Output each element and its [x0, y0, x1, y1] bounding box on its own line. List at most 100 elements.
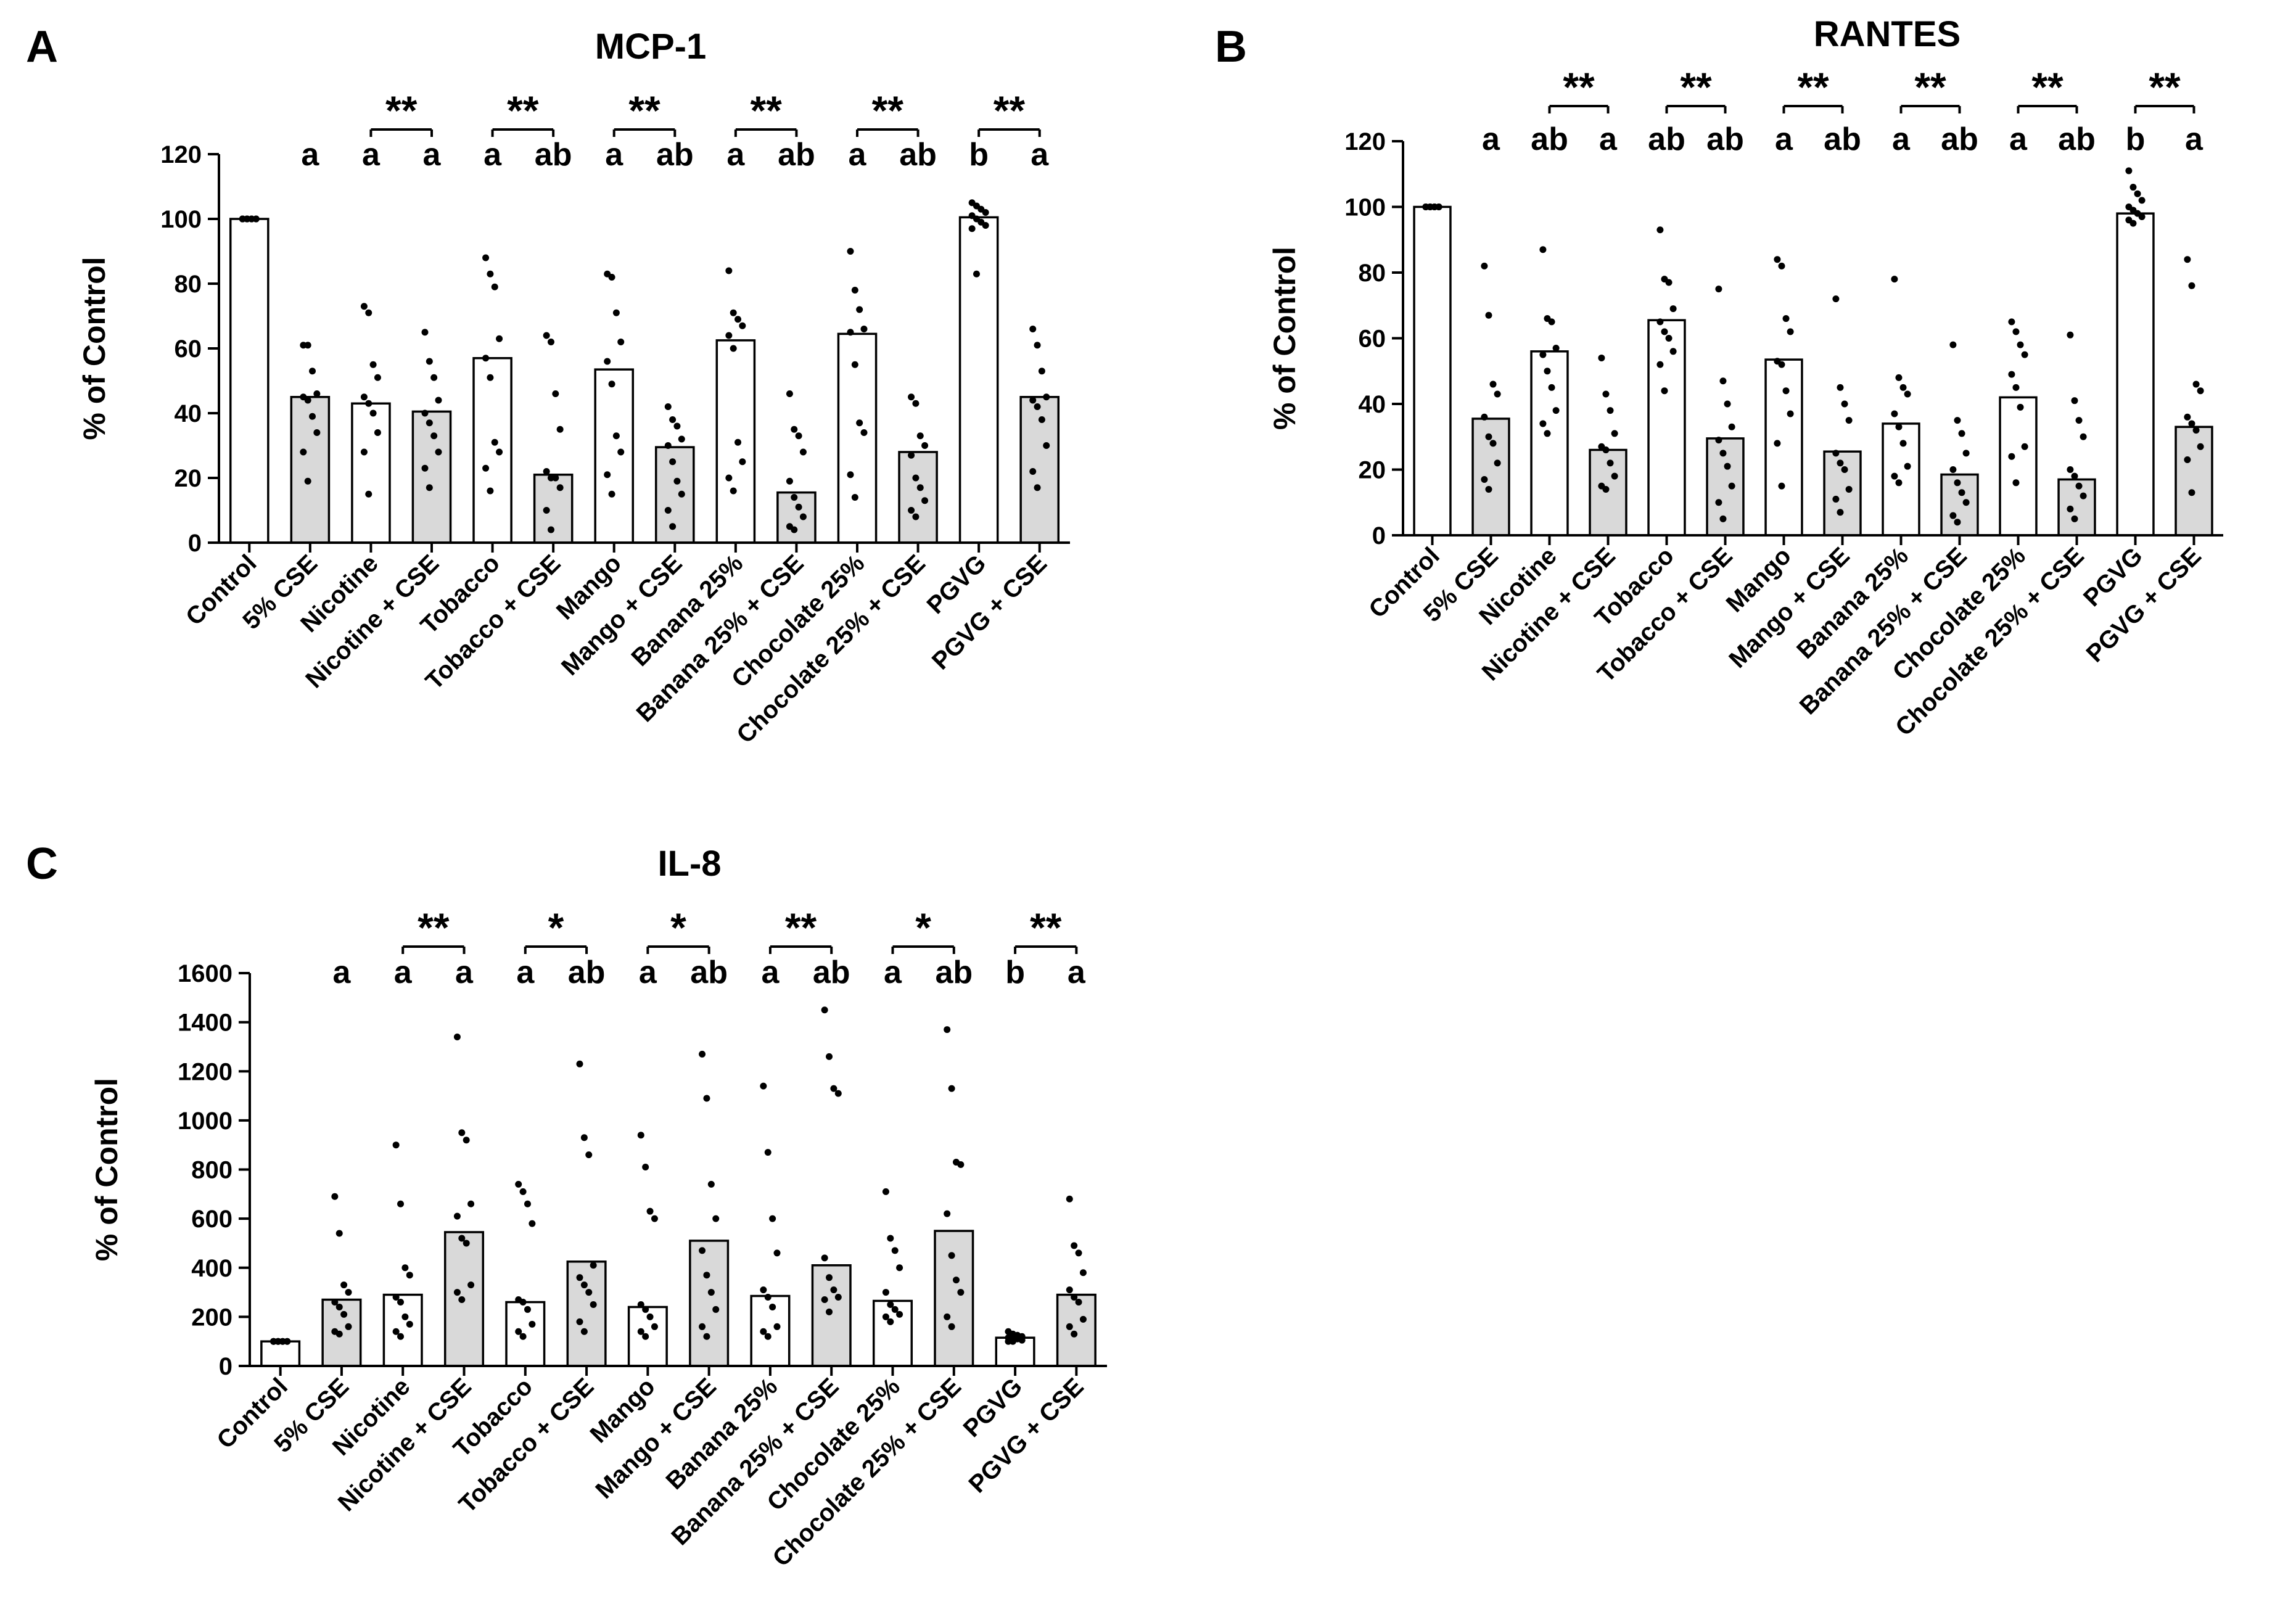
data-point — [2197, 387, 2204, 395]
data-point — [1539, 246, 1547, 253]
data-point — [703, 1333, 710, 1340]
data-point — [1075, 1249, 1082, 1257]
data-point — [786, 477, 793, 485]
data-point — [678, 490, 685, 498]
bar — [229, 218, 270, 544]
group-letter: a — [639, 955, 657, 990]
data-point — [1845, 417, 1853, 424]
group-letter: a — [516, 955, 535, 990]
data-point — [604, 358, 611, 365]
data-point — [982, 222, 989, 229]
data-point — [1066, 1323, 1073, 1330]
data-point — [882, 1313, 889, 1320]
significance-stars: ** — [628, 88, 660, 133]
data-point — [760, 1082, 767, 1090]
bar — [1999, 396, 2038, 537]
data-point — [699, 1050, 706, 1058]
bar — [1530, 350, 1569, 537]
data-point — [1891, 410, 1898, 417]
significance-stars: ** — [385, 88, 418, 133]
data-point — [944, 1313, 951, 1320]
bar — [1413, 205, 1452, 537]
data-point — [1038, 368, 1045, 375]
data-point — [2008, 318, 2015, 326]
bar — [1056, 1293, 1097, 1367]
group-letter: a — [455, 955, 474, 990]
data-point — [834, 1090, 842, 1097]
data-point — [821, 1254, 828, 1262]
data-point — [664, 403, 672, 410]
group-letter: a — [1482, 121, 1500, 157]
group-letter: ab — [1531, 121, 1568, 157]
data-point — [590, 1262, 597, 1269]
data-point — [730, 487, 737, 495]
y-tick-label: 20 — [1359, 457, 1386, 484]
data-point — [1665, 335, 1673, 342]
group-letter: b — [1005, 955, 1025, 990]
significance-stars: ** — [1914, 64, 1946, 110]
data-point — [799, 513, 807, 520]
data-point — [519, 1188, 527, 1195]
data-point — [360, 303, 368, 310]
panel-label: A — [26, 22, 58, 72]
significance-stars: * — [548, 905, 564, 950]
y-tick-label: 80 — [175, 271, 202, 298]
data-point — [982, 209, 989, 216]
data-point — [529, 1220, 536, 1227]
data-point — [944, 1210, 951, 1217]
y-tick-label: 40 — [1359, 391, 1386, 418]
data-point — [826, 1308, 833, 1315]
data-point — [1715, 437, 1722, 444]
data-point — [2075, 482, 2083, 490]
data-point — [458, 1296, 466, 1304]
bar — [290, 396, 331, 544]
data-point — [524, 1200, 531, 1207]
group-letter: ab — [1706, 121, 1744, 157]
data-point — [608, 274, 615, 281]
bar — [533, 474, 574, 544]
data-point — [882, 1289, 889, 1296]
data-point — [1607, 407, 1614, 414]
data-point — [453, 1212, 461, 1220]
data-point — [1665, 279, 1673, 286]
data-point — [957, 1161, 965, 1169]
data-point — [585, 1289, 593, 1296]
data-point — [1539, 351, 1547, 358]
data-point — [335, 1330, 343, 1338]
y-tick-label: 800 — [191, 1157, 232, 1184]
data-point — [2067, 331, 2074, 339]
data-point — [252, 215, 260, 223]
significance-stars: ** — [785, 905, 817, 950]
bar — [776, 491, 817, 544]
data-point — [786, 390, 793, 397]
bar — [837, 332, 878, 544]
data-point — [651, 1215, 658, 1222]
group-letter: ab — [778, 137, 815, 173]
data-point — [739, 458, 746, 466]
data-point — [891, 1306, 899, 1313]
bar — [382, 1293, 423, 1367]
data-point — [1782, 387, 1790, 395]
data-point — [2012, 479, 2020, 487]
data-point — [1034, 342, 1041, 349]
data-point — [699, 1323, 706, 1330]
group-letter: a — [423, 137, 442, 173]
data-point — [515, 1180, 522, 1188]
data-point — [612, 309, 620, 316]
bar — [260, 1340, 301, 1367]
data-point — [345, 1323, 352, 1330]
data-point — [1845, 485, 1853, 493]
data-point — [1602, 446, 1610, 454]
data-point — [543, 332, 550, 339]
group-letter: b — [2126, 121, 2146, 157]
data-point — [543, 468, 550, 475]
data-point — [1066, 1286, 1073, 1294]
data-point — [406, 1320, 413, 1328]
data-point — [637, 1132, 644, 1139]
data-point — [1724, 400, 1731, 408]
data-point — [435, 448, 442, 456]
data-point — [397, 1298, 405, 1306]
data-point — [1787, 410, 1794, 417]
data-point — [669, 523, 677, 530]
bar — [811, 1264, 852, 1367]
